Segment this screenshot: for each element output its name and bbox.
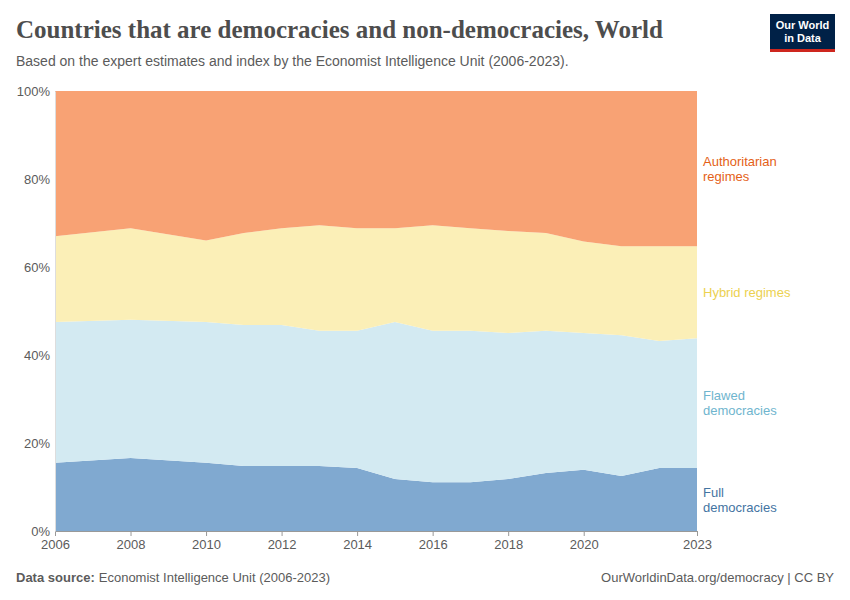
y-tick-label: 20% xyxy=(24,436,50,451)
x-tick-mark xyxy=(282,531,283,536)
x-tick-mark xyxy=(55,531,56,536)
x-tick-mark xyxy=(131,531,132,536)
x-tick: 2018 xyxy=(494,531,523,552)
x-axis-line xyxy=(56,532,698,537)
x-tick-mark xyxy=(357,531,358,536)
y-tick: 80% xyxy=(24,172,55,187)
series-label: Authoritarianregimes xyxy=(703,154,777,184)
area xyxy=(55,91,697,246)
x-tick-label: 2020 xyxy=(570,537,599,552)
x-tick: 2012 xyxy=(268,531,297,552)
logo-box xyxy=(770,14,835,49)
x-tick-label: 2010 xyxy=(192,537,221,552)
y-tick: 0% xyxy=(31,524,55,539)
logo: Our Worldin Data xyxy=(770,14,835,52)
y-tick-label: 80% xyxy=(24,172,50,187)
y-tick: 40% xyxy=(24,348,55,363)
y-axis: 0% 20% 40% 60% 80% 100% xyxy=(17,84,56,539)
x-tick-label: 2016 xyxy=(419,537,448,552)
plot-area xyxy=(55,91,697,531)
x-tick-label: 2014 xyxy=(343,537,372,552)
chart: Countries that are democracies and non-d… xyxy=(0,0,850,600)
y-tick: 20% xyxy=(24,436,55,451)
logo-text: Our Worldin Data xyxy=(776,19,830,44)
x-tick-label: 2012 xyxy=(268,537,297,552)
x-tick-mark xyxy=(433,531,434,536)
y-tick-label: 0% xyxy=(31,524,50,539)
x-tick-label: 2023 xyxy=(683,537,712,552)
series-labels: Fulldemocracies Flaweddemocracies Hybrid r… xyxy=(703,154,791,515)
y-tick-label: 100% xyxy=(17,84,51,99)
x-tick: 2023 xyxy=(683,531,712,552)
x-tick-mark xyxy=(584,531,585,536)
y-tick: 60% xyxy=(24,260,55,275)
x-tick: 2010 xyxy=(192,531,221,552)
logo-underline xyxy=(770,49,835,52)
x-axis: 2006 2008 2010 2012 2014 2016 2018 2020 2023 xyxy=(41,531,712,552)
x-tick-mark xyxy=(697,531,698,536)
title: Countries that are democracies and non-d… xyxy=(16,16,663,43)
series-label: Fulldemocracies xyxy=(703,485,777,515)
x-tick-label: 2006 xyxy=(41,537,70,552)
y-tick-label: 40% xyxy=(24,348,50,363)
series-label: Flaweddemocracies xyxy=(703,388,777,418)
x-tick-label: 2018 xyxy=(494,537,523,552)
x-tick: 2020 xyxy=(570,531,599,552)
x-tick: 2008 xyxy=(117,531,146,552)
y-axis-line xyxy=(55,92,56,532)
x-tick: 2014 xyxy=(343,531,372,552)
y-tick-label: 60% xyxy=(24,260,50,275)
x-tick: 2016 xyxy=(419,531,448,552)
x-tick-mark xyxy=(206,531,207,536)
source: Data source:Economist Intelligence Unit … xyxy=(16,570,330,585)
url: OurWorldinData.org/democracy | CC BY xyxy=(601,570,834,585)
area xyxy=(55,320,697,482)
x-tick-mark xyxy=(508,531,509,536)
x-tick-label: 2008 xyxy=(117,537,146,552)
series-label: Hybrid regimes xyxy=(703,285,791,300)
y-tick: 100% xyxy=(17,84,55,99)
subtitle: Based on the expert estimates and index … xyxy=(16,53,569,69)
